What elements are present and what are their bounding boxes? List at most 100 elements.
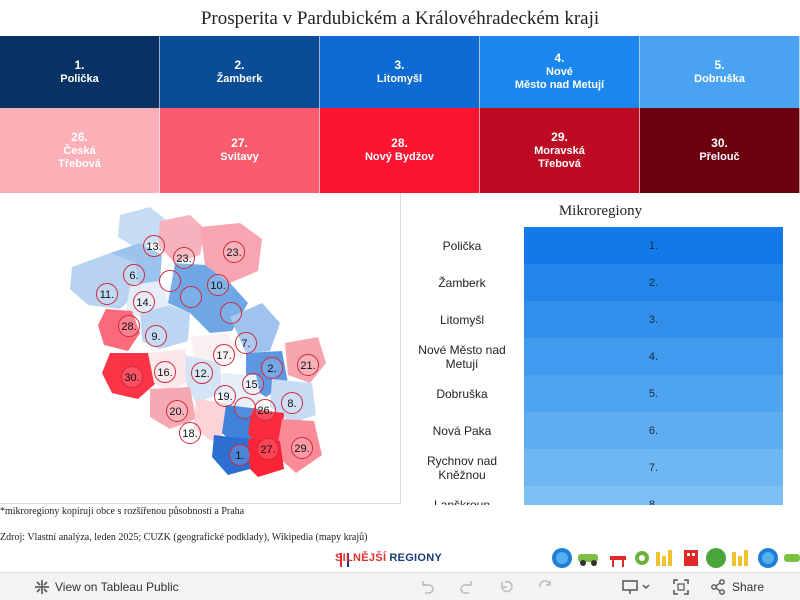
map-marker-label: 11. xyxy=(100,289,114,301)
top-rank-tile[interactable]: 4. Nové Město nad Metují xyxy=(480,36,640,108)
decorative-banner xyxy=(340,548,800,568)
list-row[interactable]: Dobruška 5. xyxy=(401,375,800,412)
map-marker-label: 6. xyxy=(129,270,138,282)
map-marker[interactable]: 21. xyxy=(297,354,319,376)
map-marker-label: 17. xyxy=(216,350,231,362)
row-name: Lanškroun xyxy=(433,497,491,506)
row-rank-bar: 1. xyxy=(524,227,783,264)
tile-name: Žamberk xyxy=(216,72,263,85)
download-icon[interactable] xyxy=(620,578,652,596)
dashboard-title: Prosperita v Pardubickém a Královéhradec… xyxy=(200,8,600,29)
map-marker-label: 26. xyxy=(257,405,272,417)
map-marker[interactable]: 1. xyxy=(229,444,251,466)
map-marker-label: 19. xyxy=(217,391,232,403)
map-marker[interactable]: 30. xyxy=(121,366,143,388)
share-icon[interactable] xyxy=(709,578,727,596)
map-region xyxy=(168,263,248,333)
row-name: Žamberk xyxy=(438,275,486,290)
map-marker[interactable]: 10. xyxy=(207,274,229,296)
undo-icon[interactable] xyxy=(418,578,436,596)
list-row[interactable]: Nová Paka 6. xyxy=(401,412,800,449)
tile-rank: 30. xyxy=(711,136,728,150)
map-marker[interactable]: 29. xyxy=(291,437,313,459)
map-marker[interactable]: 17. xyxy=(213,344,235,366)
list-row[interactable]: Žamberk 2. xyxy=(401,264,800,301)
map-marker-label: 8. xyxy=(287,398,296,410)
map-marker[interactable]: 9. xyxy=(145,325,167,347)
list-row[interactable]: Lanškroun 8. xyxy=(401,486,800,505)
tile-name: Svitavy xyxy=(220,151,259,163)
region-map[interactable]: 13. 23. 23. 6. 11. 14. 10. 28. 9. 7. 17. 2. 21. 30. 16… xyxy=(0,193,400,503)
revert-icon[interactable] xyxy=(498,578,516,596)
map-bubble xyxy=(180,286,202,308)
map-marker[interactable]: 7. xyxy=(235,332,257,354)
top-rank-tile[interactable]: 3. Litomyšl xyxy=(320,36,480,108)
map-bubble xyxy=(234,397,256,419)
map-marker-label: 18. xyxy=(182,428,197,440)
tableau-icon[interactable] xyxy=(33,578,51,596)
bottom-rank-tile[interactable]: 26. Česká Třebová xyxy=(0,108,160,193)
map-marker[interactable]: 20. xyxy=(166,400,188,422)
map-marker[interactable]: 14. xyxy=(133,291,155,313)
map-marker[interactable]: 15. xyxy=(242,373,264,395)
top-rank-tile[interactable]: 2. Žamberk xyxy=(160,36,320,108)
row-name: Litomyšl xyxy=(439,312,484,327)
tile-name: Nový Bydžov xyxy=(364,151,435,163)
map-marker[interactable]: 16. xyxy=(154,361,176,383)
list-row[interactable]: Rychnov nad Kněžnou 7. xyxy=(401,449,800,486)
bottom-rank-tile[interactable]: 27. Svitavy xyxy=(160,108,320,193)
tile-name: Česká Třebová xyxy=(58,144,101,170)
banner-icons-right xyxy=(552,548,800,568)
row-rank-bar: 8. xyxy=(524,486,783,505)
map-marker[interactable]: 23. xyxy=(173,247,195,269)
tile-name: Moravská Třebová xyxy=(534,144,585,170)
logo-part2: REGIONY xyxy=(389,552,443,564)
refresh-icon[interactable] xyxy=(536,578,554,596)
map-region xyxy=(102,353,156,399)
map-region xyxy=(140,305,190,349)
map-marker-label: 23. xyxy=(176,253,191,265)
map-region xyxy=(220,373,262,411)
silnejsi-regiony-logo: SILNĚJŠÍ REGIONY xyxy=(335,548,442,568)
map-marker[interactable]: 27. xyxy=(257,438,279,460)
map-region xyxy=(200,223,262,283)
top-rank-tile[interactable]: 5. Dobruška xyxy=(640,36,800,108)
tile-rank: 28. xyxy=(391,136,408,150)
map-marker[interactable]: 2. xyxy=(261,357,283,379)
logo-part1: SILNĚJŠÍ xyxy=(335,552,387,564)
bottom-rank-tile[interactable]: 29. Moravská Třebová xyxy=(480,108,640,193)
map-marker[interactable]: 26. xyxy=(254,399,276,421)
map-marker-label: 28. xyxy=(121,321,136,333)
view-on-tableau-link[interactable]: View on Tableau Public xyxy=(55,580,179,594)
map-marker[interactable]: 28. xyxy=(118,315,140,337)
map-marker-label: 20. xyxy=(169,406,184,418)
map-marker[interactable]: 13. xyxy=(143,235,165,257)
map-marker[interactable]: 6. xyxy=(123,264,145,286)
redo-icon[interactable] xyxy=(458,578,476,596)
tile-name: Dobruška xyxy=(694,72,745,85)
tile-rank: 5. xyxy=(714,57,725,72)
map-marker-label: 30. xyxy=(124,372,139,384)
list-row[interactable]: Nové Město nad Metují 4. xyxy=(401,338,800,375)
map-marker[interactable]: 12. xyxy=(191,362,213,384)
map-marker-label: 14. xyxy=(136,297,151,309)
map-marker-label: 12. xyxy=(194,368,209,380)
map-markers: 13. 23. 23. 6. 11. 14. 10. 28. 9. 7. 17. 2. 21. 30. 16… xyxy=(96,235,319,466)
map-region xyxy=(270,379,316,423)
fullscreen-icon[interactable] xyxy=(672,578,690,596)
list-row[interactable]: Litomyšl 3. xyxy=(401,301,800,338)
map-marker[interactable]: 8. xyxy=(281,392,303,414)
tile-rank: 26. xyxy=(71,129,88,144)
bottom-rank-tile[interactable]: 28. Nový Bydžov xyxy=(320,108,480,193)
share-button[interactable]: Share xyxy=(732,580,765,594)
map-marker[interactable]: 18. xyxy=(179,422,201,444)
bottom-rank-tile[interactable]: 30. Přelouč xyxy=(640,108,800,193)
top-rank-tile[interactable]: 1. Polička xyxy=(0,36,160,108)
map-marker[interactable]: 23. xyxy=(223,241,245,263)
map-marker[interactable]: 19. xyxy=(214,385,236,407)
map-marker[interactable]: 11. xyxy=(96,283,118,305)
list-row[interactable]: Polička 1. xyxy=(401,227,800,264)
row-name: Dobruška xyxy=(436,386,488,401)
map-marker-label: 2. xyxy=(267,363,276,375)
map-marker-label: 29. xyxy=(294,443,309,455)
